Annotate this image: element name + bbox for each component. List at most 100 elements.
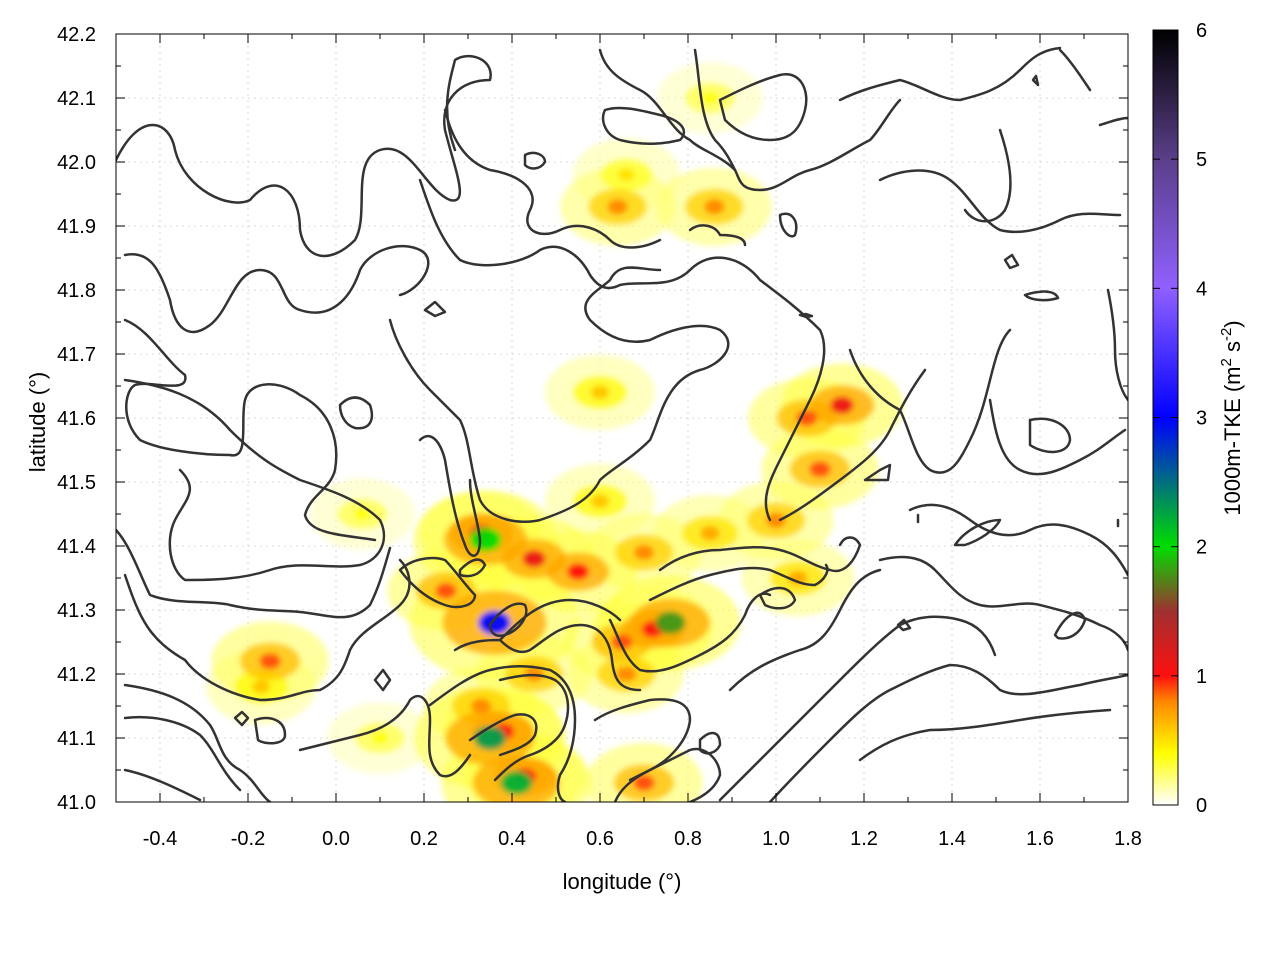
tke-peak: [704, 199, 725, 215]
contour-line: [418, 434, 482, 557]
tke-peak: [702, 92, 718, 104]
contour-line: [896, 618, 912, 632]
contour-line: [338, 396, 374, 430]
contour-line: [838, 46, 1062, 102]
x-tick-label: 0.6: [586, 828, 614, 850]
contour-line: [658, 536, 862, 573]
tke-peak: [252, 680, 271, 694]
tke-peak: [372, 732, 388, 744]
tke-peak: [471, 698, 492, 714]
contour-line: [428, 665, 577, 802]
contour-line: [498, 598, 622, 642]
contour-line: [953, 518, 1002, 547]
contour-line: [878, 555, 1128, 652]
contour-line: [693, 48, 737, 172]
y-tick-label: 41.1: [57, 728, 96, 750]
contour-line: [718, 615, 997, 802]
colorbar-tick-label: 3: [1196, 408, 1207, 430]
contour-line: [123, 244, 430, 334]
contour-line: [688, 224, 747, 247]
y-tick-label: 42.2: [57, 24, 96, 46]
contour-line: [858, 708, 1112, 762]
contour-line: [848, 328, 1012, 474]
y-tick-label: 41.3: [57, 600, 96, 622]
contour-line: [798, 312, 814, 319]
contour-line: [443, 108, 662, 249]
contour-line: [1053, 611, 1087, 640]
contour-line: [608, 592, 772, 673]
contour-line: [878, 169, 1122, 234]
contour-line: [123, 558, 411, 702]
tke-peak: [607, 199, 628, 215]
tke-peak: [478, 610, 511, 635]
y-tick-label: 41.0: [57, 792, 96, 814]
contour-line: [298, 694, 472, 778]
contour-line: [728, 568, 882, 692]
contour-line: [123, 715, 242, 792]
contour-line: [493, 673, 570, 782]
x-tick-label: -0.2: [231, 828, 265, 850]
y-tick-label: 41.9: [57, 216, 96, 238]
contour-line: [488, 602, 528, 637]
contour-line: [698, 731, 722, 755]
y-tick-label: 42.0: [57, 152, 96, 174]
contour-line: [123, 318, 377, 542]
contour-line: [423, 300, 447, 318]
contour-line: [373, 668, 392, 692]
tke-peak: [522, 550, 546, 568]
tke-peak: [700, 526, 720, 541]
x-tick-label: 0.8: [674, 828, 702, 850]
colorbar-tick-label: 1: [1196, 666, 1207, 688]
tke-peak: [591, 494, 609, 508]
tke-peak: [611, 634, 633, 650]
contour-line: [233, 710, 250, 727]
contour-line: [468, 713, 538, 757]
tke-peak: [354, 508, 371, 520]
y-tick-label: 41.5: [57, 472, 96, 494]
x-axis: -0.4 -0.2 0.0 0.2 0.4 0.6 0.8 1.0 1.2 1.4 1.6 1.8: [115, 34, 1142, 850]
contour-line: [758, 586, 797, 610]
contour-line: [123, 683, 272, 802]
contour-line: [123, 378, 386, 582]
contour-line: [988, 398, 1127, 476]
contour-line: [1058, 48, 1092, 92]
contour-line: [1098, 116, 1128, 127]
contour-line: [863, 463, 892, 482]
contour-line: [1003, 253, 1020, 270]
x-tick-label: 0.4: [498, 828, 526, 850]
tke-peak: [474, 726, 506, 750]
tke-peak: [591, 385, 609, 400]
y-tick-label: 41.6: [57, 408, 96, 430]
tke-peak: [788, 570, 808, 586]
y-tick-label: 41.4: [57, 536, 96, 558]
contour-line: [123, 768, 202, 802]
tke-peak: [617, 168, 635, 182]
contour-line: [253, 716, 287, 745]
terrain-contours: [116, 46, 1128, 802]
x-tick-label: 1.2: [850, 828, 878, 850]
x-tick-label: 1.8: [1114, 828, 1142, 850]
y-axis-title: latitude (°): [25, 372, 50, 473]
y-tick-label: 41.7: [57, 344, 96, 366]
contour-line: [1031, 74, 1040, 87]
colorbar-tick-label: 4: [1196, 278, 1207, 300]
contour-line: [778, 212, 798, 238]
contour-line: [1023, 290, 1060, 302]
contour-line: [116, 528, 392, 619]
contour-line: [398, 556, 477, 609]
contour-line: [601, 106, 686, 145]
tke-peak: [634, 544, 654, 560]
contour-line: [418, 178, 826, 522]
x-tick-label: 0.2: [410, 828, 438, 850]
tke-peak: [567, 563, 589, 580]
contour-line: [1028, 417, 1072, 454]
y-axis: 41.0 41.1 41.2 41.3 41.4 41.5 41.6 41.7 41.8 41.9…: [57, 24, 1128, 814]
tke-peak: [469, 527, 502, 552]
contour-line: [908, 503, 1128, 577]
x-tick-label: -0.4: [143, 828, 177, 850]
colorbar-tick-label: 5: [1196, 149, 1207, 171]
tke-peak: [830, 396, 854, 414]
tke-peak: [259, 653, 281, 670]
colorbar-title: 1000m-TKE (m2 s-2): [1218, 320, 1245, 515]
contour-line: [388, 266, 730, 524]
